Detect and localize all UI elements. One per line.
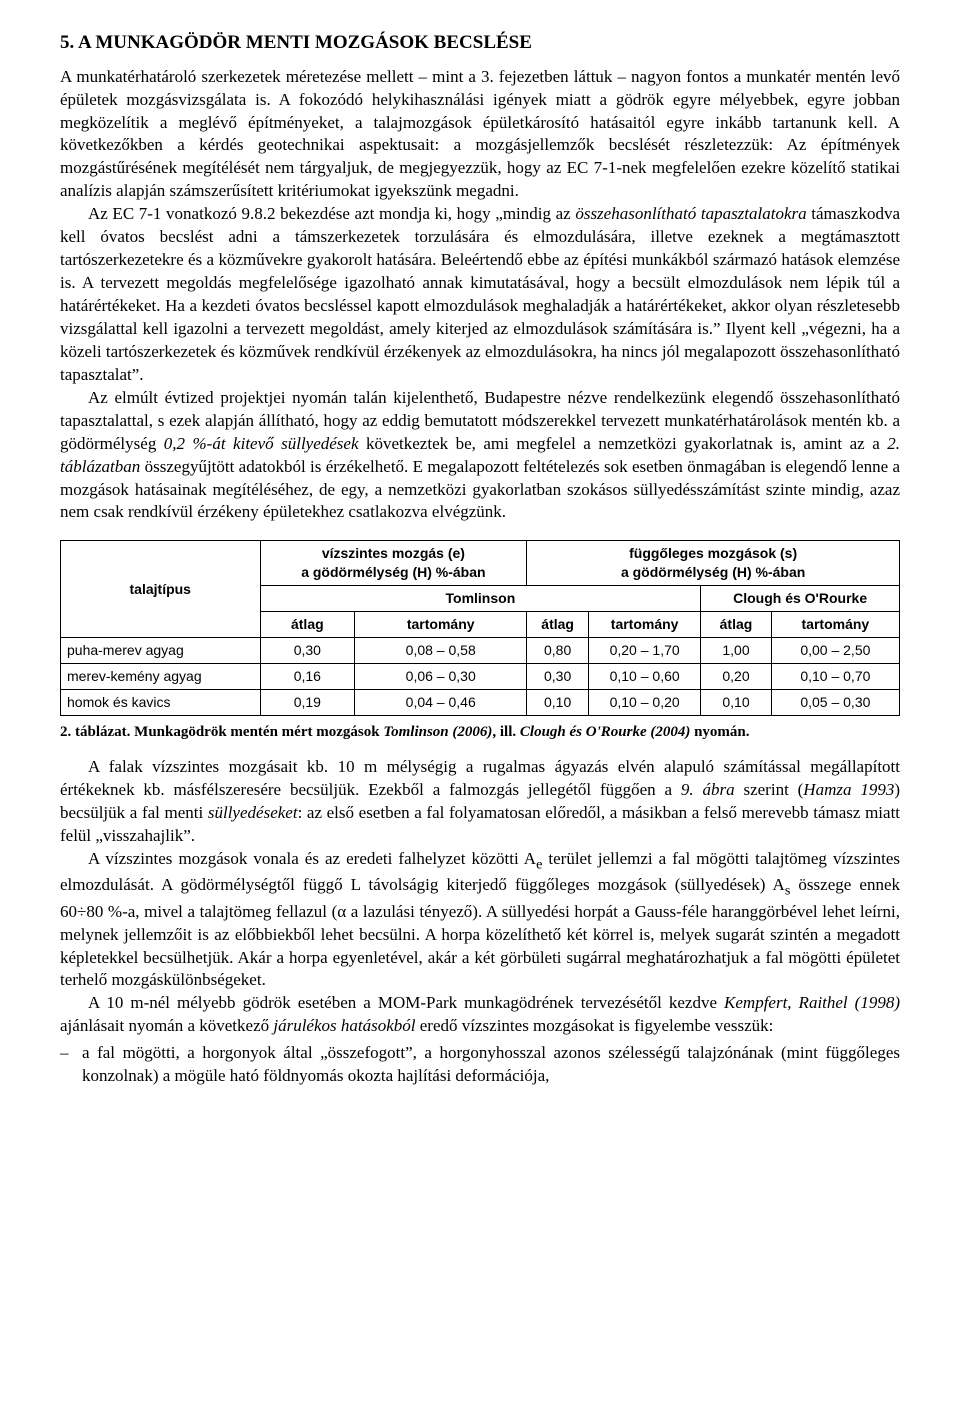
paragraph: Az elmúlt évtized projektjei nyomán talá… — [60, 387, 900, 525]
table-header-cell: átlag — [527, 612, 589, 638]
table-cell: 0,10 — [527, 689, 589, 715]
table-header-cell: vízszintes mozgás (e) a gödörmélység (H)… — [260, 541, 527, 586]
table-header-cell: tartomány — [355, 612, 527, 638]
table-cell: puha-merev agyag — [61, 637, 261, 663]
data-table: talajtípus vízszintes mozgás (e) a gödör… — [60, 540, 900, 715]
text-italic: járulékos hatásokból — [273, 1016, 415, 1035]
text-bold: , ill. — [492, 724, 520, 740]
table-cell: 0,04 – 0,46 — [355, 689, 527, 715]
table-header-cell: átlag — [260, 612, 355, 638]
table-cell: 0,08 – 0,58 — [355, 637, 527, 663]
text: A vízszintes mozgások vonala és az erede… — [88, 849, 536, 868]
table-cell: 0,16 — [260, 663, 355, 689]
table-row: puha-merev agyag 0,30 0,08 – 0,58 0,80 0… — [61, 637, 900, 663]
table-cell: merev-kemény agyag — [61, 663, 261, 689]
table-header-row: talajtípus vízszintes mozgás (e) a gödör… — [61, 541, 900, 586]
text: következtek be, ami megfelel a nemzetköz… — [359, 434, 888, 453]
text-bold: 2. táblázat. Munkagödrök mentén mért moz… — [60, 724, 383, 740]
table-header-cell: átlag — [701, 612, 771, 638]
paragraph: A 10 m-nél mélyebb gödrök esetében a MOM… — [60, 992, 900, 1038]
text-bold-italic: Clough és O'Rourke (2004) — [520, 724, 690, 740]
list-item: – a fal mögötti, a horgonyok által „össz… — [60, 1042, 900, 1088]
text: Az EC 7-1 vonatkozó 9.8.2 bekezdése azt … — [88, 204, 575, 223]
table-cell: 1,00 — [701, 637, 771, 663]
table-row: homok és kavics 0,19 0,04 – 0,46 0,10 0,… — [61, 689, 900, 715]
table-cell: homok és kavics — [61, 689, 261, 715]
table-cell: 0,10 – 0,70 — [771, 663, 899, 689]
list-item-text: a fal mögötti, a horgonyok által „összef… — [82, 1042, 900, 1088]
text-italic: süllyedéseket — [208, 803, 298, 822]
table-cell: 0,06 – 0,30 — [355, 663, 527, 689]
table-header-cell: talajtípus — [61, 541, 261, 638]
text: eredő vízszintes mozgásokat is figyelemb… — [416, 1016, 774, 1035]
table-cell: 0,30 — [527, 663, 589, 689]
table-cell: 0,10 – 0,20 — [589, 689, 701, 715]
table-cell: 0,20 – 1,70 — [589, 637, 701, 663]
text: ajánlásait nyomán a következő — [60, 1016, 273, 1035]
paragraph: A falak vízszintes mozgásait kb. 10 m mé… — [60, 756, 900, 848]
table-header-cell: függőleges mozgások (s) a gödörmélység (… — [527, 541, 900, 586]
text: összegyűjtött adatokból is érzékelhető. … — [60, 457, 900, 522]
table-header-cell: Tomlinson — [260, 586, 701, 612]
table-header-cell: tartomány — [771, 612, 899, 638]
bullet-dash: – — [60, 1042, 82, 1088]
text-italic: 0,2 %-át kitevő süllyedések — [164, 434, 359, 453]
text-italic: Hamza 1993 — [803, 780, 894, 799]
table-cell: 0,30 — [260, 637, 355, 663]
table-cell: 0,10 – 0,60 — [589, 663, 701, 689]
table-row: merev-kemény agyag 0,16 0,06 – 0,30 0,30… — [61, 663, 900, 689]
paragraph: A munkatérhatároló szerkezetek méretezés… — [60, 66, 900, 204]
table-header-cell: tartomány — [589, 612, 701, 638]
table-cell: 0,05 – 0,30 — [771, 689, 899, 715]
section-heading: 5. A MUNKAGÖDÖR MENTI MOZGÁSOK BECSLÉSE — [60, 30, 900, 56]
text-bold: nyomán. — [690, 724, 749, 740]
table-cell: 0,10 — [701, 689, 771, 715]
table-header-cell: Clough és O'Rourke — [701, 586, 900, 612]
table-cell: 0,00 – 2,50 — [771, 637, 899, 663]
text-bold-italic: Tomlinson (2006) — [383, 724, 492, 740]
text: támaszkodva kell óvatos becslést adni a … — [60, 204, 900, 384]
text-italic: 9. ábra — [681, 780, 735, 799]
text: A 10 m-nél mélyebb gödrök esetében a MOM… — [88, 993, 724, 1012]
table-cell: 0,80 — [527, 637, 589, 663]
table-cell: 0,20 — [701, 663, 771, 689]
paragraph: A vízszintes mozgások vonala és az erede… — [60, 848, 900, 993]
table-caption: 2. táblázat. Munkagödrök mentén mért moz… — [60, 722, 900, 742]
text-italic: Kempfert, Raithel (1998) — [724, 993, 900, 1012]
text: szerint ( — [735, 780, 804, 799]
paragraph: Az EC 7-1 vonatkozó 9.8.2 bekezdése azt … — [60, 203, 900, 387]
text-italic: összehasonlítható tapasztalatokra — [575, 204, 806, 223]
table-cell: 0,19 — [260, 689, 355, 715]
